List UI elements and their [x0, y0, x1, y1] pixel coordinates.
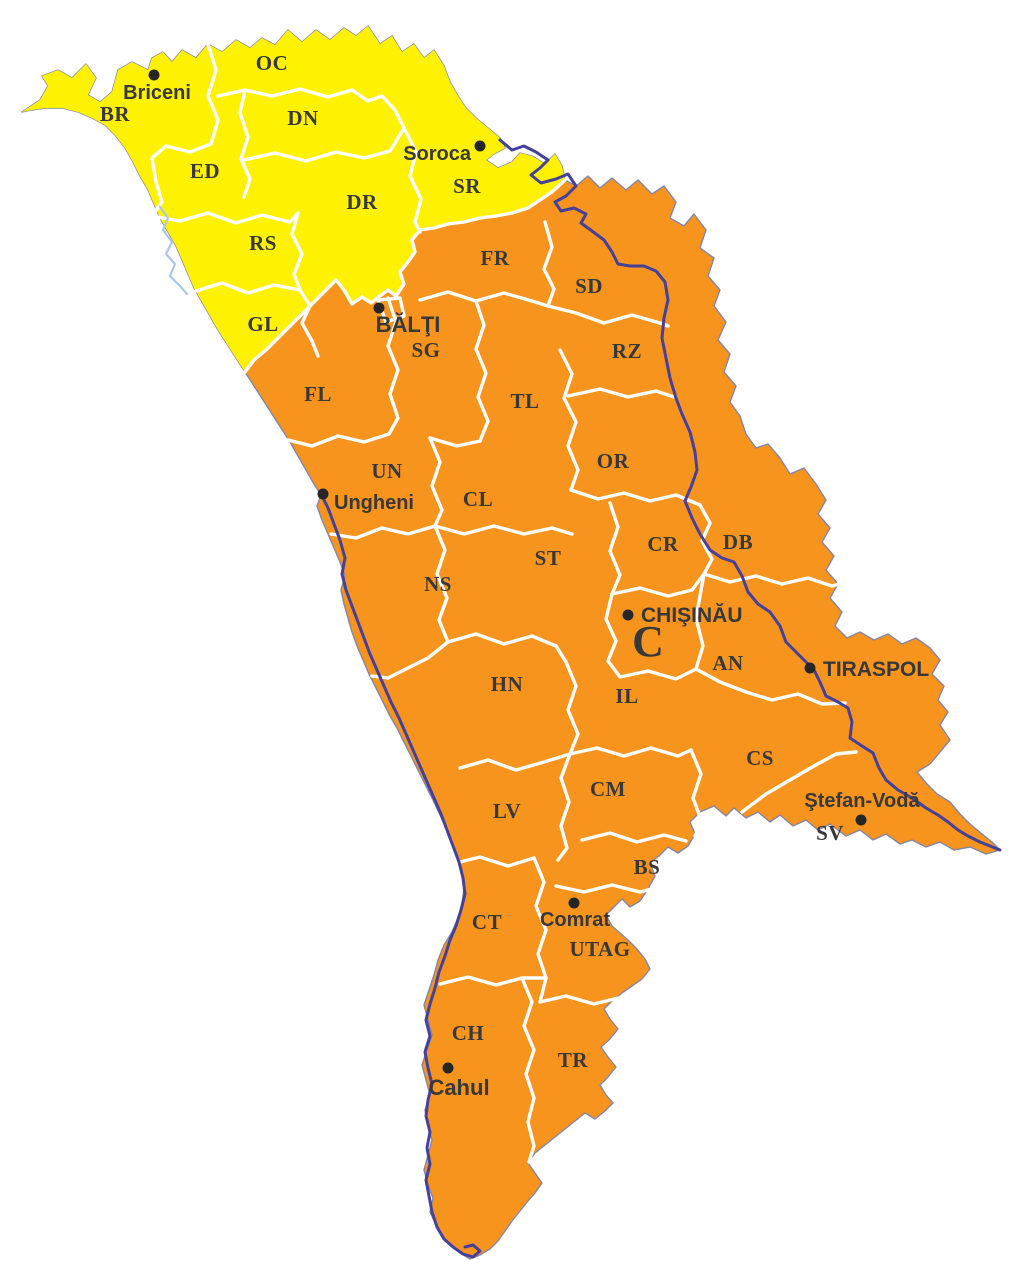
city-label-ungheni: Ungheni [334, 492, 414, 514]
city-label-balti: BĂLŢI [376, 312, 441, 337]
city-dot-balti [373, 302, 385, 314]
city-label-tiraspol: TIRASPOL [823, 658, 929, 681]
district-label-rz: RZ [612, 339, 642, 363]
district-label-fl: FL [304, 382, 332, 406]
city-dot-cahul [442, 1062, 454, 1074]
prut-river-upper-icon [158, 205, 189, 296]
district-label-tr: TR [558, 1048, 589, 1072]
city-dot-briceni [148, 69, 160, 81]
district-label-cs: CS [746, 746, 774, 770]
district-label-sv: SV [816, 821, 844, 845]
city-markers: Briceni Soroca BĂLŢI Ungheni CHIŞINĂU TIRASPO… [123, 69, 929, 1100]
district-label-ct: CT [472, 910, 502, 934]
district-code-labels: BR OC DN ED SR DR RS GL FR SD RZ SG TL OR FL UN CL ST CR DB… [100, 51, 844, 1072]
district-label-tl: TL [510, 389, 539, 413]
city-dot-stefan-voda [855, 814, 867, 826]
district-label-st: ST [535, 546, 562, 570]
district-label-sg: SG [411, 338, 440, 362]
district-label-ed: ED [190, 159, 220, 183]
district-label-il: IL [615, 684, 638, 708]
city-label-comrat: Comrat [540, 909, 610, 931]
district-label-dn: DN [287, 106, 318, 130]
district-borders [150, 42, 858, 1164]
city-label-soroca: Soroca [403, 143, 472, 165]
city-label-cahul: Cahul [428, 1075, 489, 1100]
city-label-briceni: Briceni [123, 82, 191, 104]
district-label-or: OR [597, 449, 630, 473]
district-label-sd: SD [575, 274, 603, 298]
district-label-lv: LV [493, 799, 521, 823]
dniester-river [498, 138, 1002, 852]
yellow-warning-zone-shape [22, 26, 565, 372]
district-label-db: DB [723, 530, 753, 554]
city-dot-chisinau [622, 609, 634, 621]
district-label-rs: RS [249, 231, 277, 255]
city-label-stefan-voda: Ştefan-Vodă [804, 790, 920, 812]
district-label-un: UN [371, 459, 402, 483]
city-dot-soroca [474, 140, 486, 152]
prut-river [319, 492, 482, 1259]
district-label-hn: HN [491, 672, 524, 696]
city-dot-ungheni [317, 488, 329, 500]
district-label-chisinau-municipality: C [632, 617, 664, 666]
district-label-cr: CR [647, 532, 679, 556]
district-label-ch: CH [452, 1021, 485, 1045]
district-label-fr: FR [481, 246, 510, 270]
district-label-bs: BS [634, 855, 661, 879]
district-label-br: BR [100, 102, 131, 126]
city-dot-tiraspol [804, 662, 816, 674]
district-label-oc: OC [256, 51, 289, 75]
district-label-dr: DR [346, 190, 378, 214]
city-label-chisinau: CHIŞINĂU [641, 604, 743, 627]
district-label-cm: CM [590, 777, 626, 801]
district-label-sr: SR [453, 174, 481, 198]
district-label-cl: CL [463, 487, 493, 511]
rivers [158, 138, 1002, 1259]
district-label-ns: NS [424, 572, 452, 596]
city-dot-comrat [568, 897, 580, 909]
district-label-an: AN [712, 651, 743, 675]
district-label-utag: UTAG [569, 937, 630, 961]
district-label-gl: GL [247, 312, 278, 336]
